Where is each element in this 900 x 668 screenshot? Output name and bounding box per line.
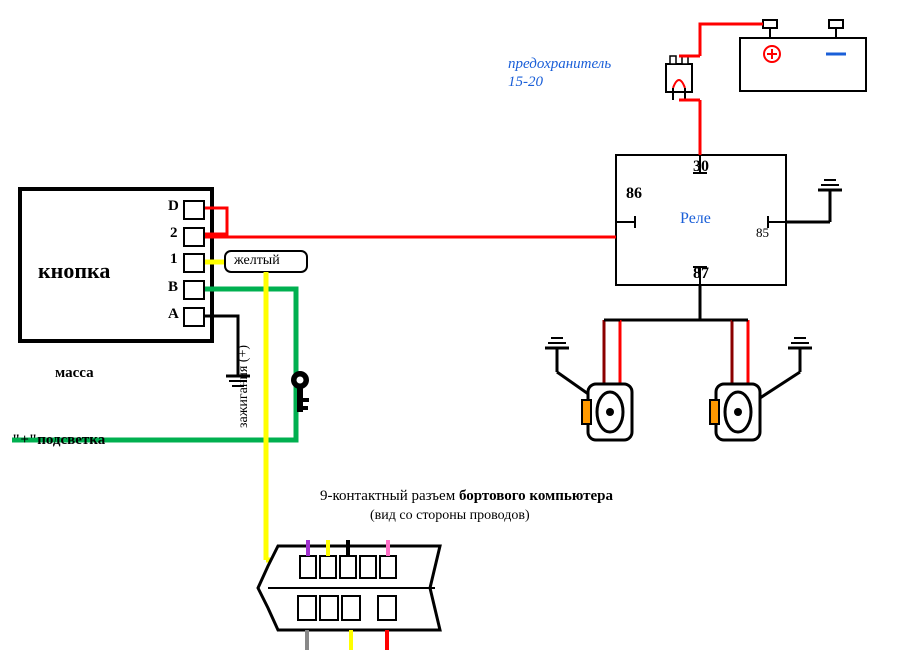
wiring-svg <box>0 0 900 668</box>
connector-title-text: 9-контактный разъем <box>320 488 455 504</box>
ground-right <box>760 338 812 398</box>
pin-1-label: 1 <box>170 251 178 268</box>
fuse-rating: 15-20 <box>508 74 543 91</box>
backlight-label: "+"подсветка <box>12 432 105 449</box>
wire-d-2-jumper <box>203 208 227 234</box>
yellow-tag-label: желтый <box>234 253 280 269</box>
connector-9pin <box>258 540 440 650</box>
pin-D-label: D <box>168 198 179 215</box>
relay-pin30: 30 <box>693 158 709 176</box>
lamp-right <box>710 384 760 440</box>
relay-title: Реле <box>680 210 711 228</box>
ground-left <box>545 338 594 398</box>
battery <box>740 38 866 91</box>
pin-B-box <box>183 280 205 300</box>
lamp-left <box>582 384 632 440</box>
wire-87-split-l <box>612 285 700 320</box>
pin-D-box <box>183 200 205 220</box>
pin-B-label: B <box>168 279 178 296</box>
fuse-icon <box>666 56 692 100</box>
relay-pin85: 85 <box>756 225 769 241</box>
pin-A-label: A <box>168 306 179 323</box>
pin-2-box <box>183 227 205 247</box>
pin-A-box <box>183 307 205 327</box>
connector-sub: (вид со стороны проводов) <box>370 508 530 524</box>
pin-2-label: 2 <box>170 225 178 242</box>
ignition-label: зажигания (+) <box>236 345 252 428</box>
mass-label: масса <box>55 365 94 382</box>
wiring-diagram: { "canvas": {"w":900,"h":668,"bg":"#ffff… <box>0 0 900 668</box>
connector-title-bold: бортового компьютера <box>459 488 613 504</box>
button-title: кнопка <box>38 258 110 284</box>
connector-title: 9-контактный разъем бортового компьютера <box>320 488 613 505</box>
relay-pin86: 86 <box>626 185 642 203</box>
pin-1-box <box>183 253 205 273</box>
wire-a-ground <box>203 316 238 376</box>
fuse-label: предохранитель <box>508 56 611 73</box>
relay-pin87: 87 <box>693 265 709 283</box>
